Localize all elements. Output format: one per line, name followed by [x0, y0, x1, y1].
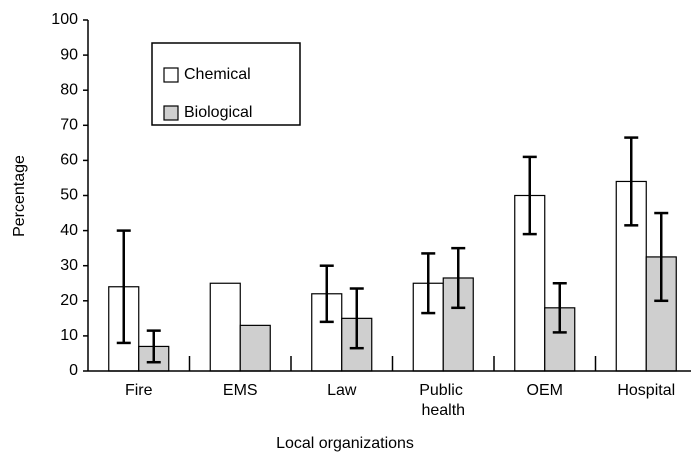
- y-tick-label: 50: [60, 187, 78, 204]
- x-tick-label: OEM: [527, 382, 563, 399]
- y-tick-label: 10: [60, 327, 78, 344]
- error-bar: [624, 136, 639, 227]
- x-axis-label: Local organizations: [276, 435, 414, 452]
- error-bar: [349, 287, 364, 350]
- legend-label: Biological: [184, 104, 252, 121]
- x-tick-label: Law: [327, 382, 357, 399]
- y-tick-label: 90: [60, 46, 78, 63]
- x-tick-label: Hospital: [617, 382, 675, 399]
- error-bar: [522, 155, 537, 236]
- legend-swatch: [163, 67, 179, 83]
- y-tick-label: 20: [60, 292, 78, 309]
- y-tick-label: 0: [69, 362, 78, 379]
- bar: [209, 282, 241, 372]
- y-tick-label: 30: [60, 257, 78, 274]
- y-tick-label: 40: [60, 222, 78, 239]
- error-bar: [451, 246, 466, 310]
- legend-swatch: [163, 105, 179, 121]
- y-tick-label: 60: [60, 152, 78, 169]
- error-bar: [421, 252, 436, 315]
- error-bar: [552, 282, 567, 334]
- x-tick-label: Public health: [419, 382, 467, 419]
- bar: [239, 324, 271, 372]
- y-tick-label: 100: [51, 11, 78, 28]
- y-tick-label: 70: [60, 117, 78, 134]
- y-axis-label: Percentage: [11, 155, 28, 237]
- error-bar: [116, 229, 131, 345]
- legend-label: Chemical: [184, 66, 251, 83]
- error-bar: [654, 211, 669, 303]
- error-bar: [319, 264, 334, 324]
- y-tick-label: 80: [60, 81, 78, 98]
- error-bar: [146, 329, 161, 364]
- x-tick-label: Fire: [125, 382, 153, 399]
- x-tick-label: EMS: [223, 382, 258, 399]
